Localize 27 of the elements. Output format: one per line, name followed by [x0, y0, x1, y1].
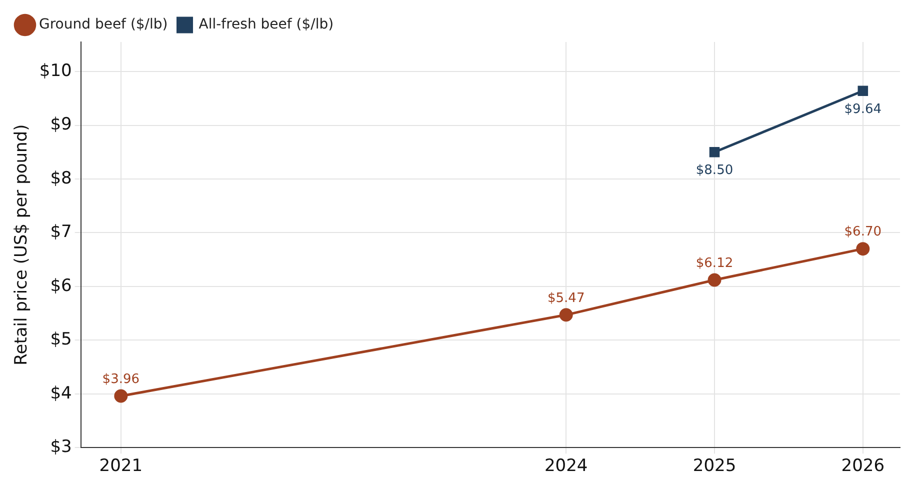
data-label: $8.50	[696, 163, 734, 178]
data-label: $3.96	[102, 372, 140, 387]
point	[856, 242, 870, 256]
point	[559, 308, 573, 322]
data-label: $5.47	[547, 290, 585, 306]
y-tick-label: $5	[50, 330, 72, 350]
y-axis-title: Retail price (US$ per pound)	[12, 124, 32, 366]
x-tick-label: 2021	[99, 456, 143, 476]
data-label: $6.70	[844, 224, 882, 240]
legend-label: Ground beef ($/lb)	[39, 16, 168, 33]
y-tick-label: $9	[50, 114, 72, 135]
point	[114, 389, 128, 403]
x-tick-label: 2026	[841, 456, 885, 476]
point	[709, 146, 720, 158]
y-tick-label: $8	[50, 168, 72, 188]
data-label: $9.64	[844, 102, 882, 117]
legend-label: All-fresh beef ($/lb)	[198, 16, 334, 33]
data-label: $6.12	[696, 256, 734, 271]
x-tick-label: 2025	[692, 456, 736, 476]
y-tick-label: $7	[50, 222, 72, 242]
point	[708, 273, 722, 287]
y-tick-label: $10	[39, 60, 72, 81]
point	[858, 86, 868, 96]
y-tick-label: $6	[50, 276, 72, 296]
y-tick-label: $3	[50, 437, 72, 458]
x-tick-label: 2024	[544, 456, 588, 476]
y-tick-label: $4	[50, 383, 72, 404]
